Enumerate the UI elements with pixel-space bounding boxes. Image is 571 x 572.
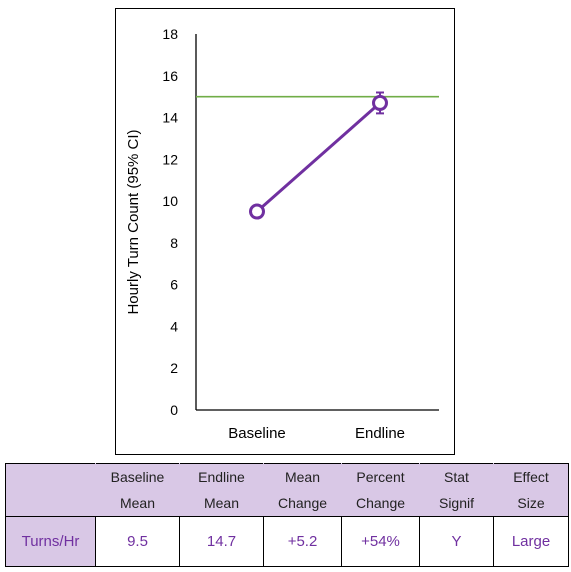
- cell-percent-change: +54%: [341, 516, 420, 567]
- x-tick-label: Endline: [355, 425, 405, 442]
- chart-frame: 0 2 4 6 8 10 12 14 16 18 Baseline Endline Hourly T…: [115, 8, 455, 455]
- cell-mean-change: +5.2: [263, 516, 342, 567]
- y-tick-label: 8: [170, 235, 178, 251]
- header-cell-stat-signif: Stat Signif: [419, 463, 494, 517]
- y-tick-label: 14: [162, 110, 178, 126]
- row-label: Turns/Hr: [5, 516, 96, 567]
- header-cell-empty: [5, 463, 96, 517]
- chart: 0 2 4 6 8 10 12 14 16 18 Baseline Endline Hourly T…: [125, 26, 439, 442]
- header-cell-effect-size: Effect Size: [493, 463, 569, 517]
- y-tick-label: 0: [170, 402, 178, 418]
- y-tick-label: 6: [170, 277, 178, 293]
- y-tick-label: 16: [162, 68, 178, 84]
- y-tick-label: 12: [162, 151, 178, 167]
- y-tick-label: 18: [162, 26, 178, 42]
- y-tick-label: 4: [170, 318, 178, 334]
- header-cell-baseline-mean: Baseline Mean: [95, 463, 180, 517]
- header-cell-endline-mean: Endline Mean: [179, 463, 264, 517]
- series-line: [256, 101, 381, 213]
- cell-baseline-mean: 9.5: [95, 516, 180, 567]
- stats-table: Baseline Mean Endline Mean Mean Change Perc…: [5, 463, 569, 567]
- data-point: [249, 203, 265, 220]
- header-cell-mean-change: Mean Change: [263, 463, 342, 517]
- y-tick-label: 2: [170, 360, 178, 376]
- table-header-row: Baseline Mean Endline Mean Mean Change Perc…: [5, 463, 569, 517]
- cell-effect-size: Large: [493, 516, 569, 567]
- y-axis-label: Hourly Turn Count (95% CI): [125, 129, 142, 314]
- table-row: Turns/Hr 9.5 14.7 +5.2 +54% Y Large: [5, 516, 569, 567]
- data-point: [372, 94, 388, 111]
- cell-endline-mean: 14.7: [179, 516, 264, 567]
- y-tick-label: 10: [162, 193, 178, 209]
- cell-stat-signif: Y: [419, 516, 494, 567]
- header-cell-percent-change: Percent Change: [341, 463, 420, 517]
- x-tick-label: Baseline: [228, 425, 286, 442]
